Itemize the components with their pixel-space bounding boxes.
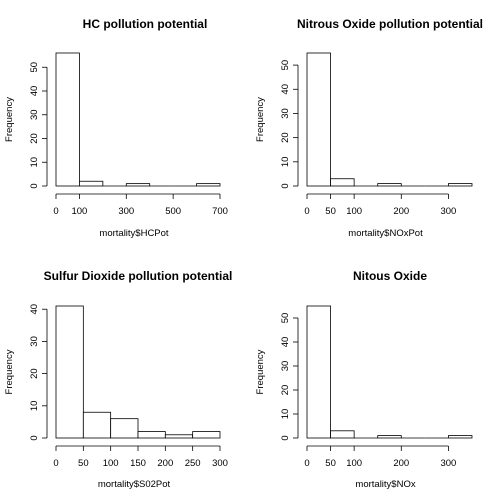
y-tick-label: 10: [280, 157, 291, 168]
y-tick-label: 30: [29, 336, 40, 347]
x-tick-label: 100: [346, 458, 362, 469]
y-tick-label: 50: [280, 313, 291, 324]
x-axis-label: mortality$NOx: [355, 479, 415, 490]
y-tick-label: 10: [29, 401, 40, 412]
chart-title: HC pollution potential: [83, 17, 208, 31]
y-axis-label: Frequency: [4, 97, 15, 142]
y-tick-label: 30: [280, 361, 291, 372]
x-tick-label: 50: [325, 458, 336, 469]
x-tick-label: 300: [440, 206, 456, 217]
histogram-bar: [55, 305, 84, 439]
histogram-bar: [306, 52, 331, 187]
y-tick-label: 10: [29, 157, 40, 168]
histogram-bar: [377, 435, 402, 439]
chart-title: Nitous Oxide: [353, 269, 427, 283]
y-axis-label: Frequency: [255, 97, 266, 142]
x-tick-label: 700: [212, 206, 228, 217]
x-tick-label: 0: [53, 458, 58, 469]
y-tick-label: 30: [29, 109, 40, 120]
x-tick-label: 500: [165, 206, 181, 217]
y-tick-label: 0: [280, 183, 291, 188]
histogram-bar: [192, 431, 221, 439]
y-tick-label: 0: [29, 183, 40, 188]
y-tick-label: 20: [280, 385, 291, 396]
x-tick-label: 50: [78, 458, 89, 469]
histogram-bar: [377, 183, 402, 187]
x-tick-label: 300: [118, 206, 134, 217]
x-tick-label: 0: [304, 458, 309, 469]
histogram-bar: [125, 183, 151, 187]
histogram-bar: [448, 435, 473, 439]
histogram-panel-4: Nitous Oxide 0 50 100 200 300 0 10 20 30 40 50 morta…: [255, 269, 473, 490]
y-tick-label: 20: [29, 133, 40, 144]
histogram-bar: [55, 52, 80, 187]
x-tick-label: 200: [157, 458, 173, 469]
x-axis-label: mortality$S02Pot: [98, 479, 171, 490]
x-tick-label: 300: [440, 458, 456, 469]
y-axis-label: Frequency: [255, 349, 266, 394]
histogram-bar: [82, 411, 112, 439]
y-tick-label: 20: [29, 368, 40, 379]
chart-title: Nitrous Oxide pollution potential: [297, 17, 483, 31]
histogram-bar: [306, 305, 331, 439]
x-tick-label: 0: [304, 206, 309, 217]
y-tick-label: 40: [280, 337, 291, 348]
histogram-bar: [330, 178, 355, 187]
x-tick-label: 50: [325, 206, 336, 217]
y-tick-label: 0: [280, 435, 291, 440]
histogram-bar: [79, 180, 104, 187]
histogram-bar: [110, 418, 139, 439]
histogram-panel-1: HC pollution potential 0 100 300 500 700 0 10 20…: [4, 17, 228, 239]
histogram-bar: [196, 183, 221, 187]
x-tick-label: 100: [71, 206, 87, 217]
x-tick-label: 100: [103, 458, 119, 469]
x-tick-label: 200: [393, 458, 409, 469]
y-axis-label: Frequency: [4, 349, 15, 394]
x-tick-label: 300: [212, 458, 228, 469]
histogram-bar: [448, 183, 473, 187]
y-tick-label: 50: [280, 60, 291, 71]
y-tick-label: 30: [280, 108, 291, 119]
x-axis-label: mortality$HCPot: [99, 228, 169, 239]
x-axis-label: mortality$NOxPot: [348, 228, 423, 239]
histogram-bar: [137, 431, 166, 439]
y-tick-label: 20: [280, 132, 291, 143]
x-tick-label: 200: [393, 206, 409, 217]
y-tick-label: 40: [29, 86, 40, 97]
x-tick-label: 0: [53, 206, 58, 217]
chart-title: Sulfur Dioxide pollution potential: [44, 269, 233, 283]
y-tick-label: 50: [29, 62, 40, 73]
y-tick-label: 10: [280, 409, 291, 420]
histogram-bar: [330, 430, 355, 439]
x-tick-label: 100: [346, 206, 362, 217]
y-tick-label: 40: [280, 84, 291, 95]
y-tick-label: 0: [29, 435, 40, 440]
x-tick-label: 250: [185, 458, 201, 469]
y-tick-label: 40: [29, 304, 40, 315]
histogram-bar: [164, 434, 194, 439]
x-tick-label: 150: [130, 458, 146, 469]
